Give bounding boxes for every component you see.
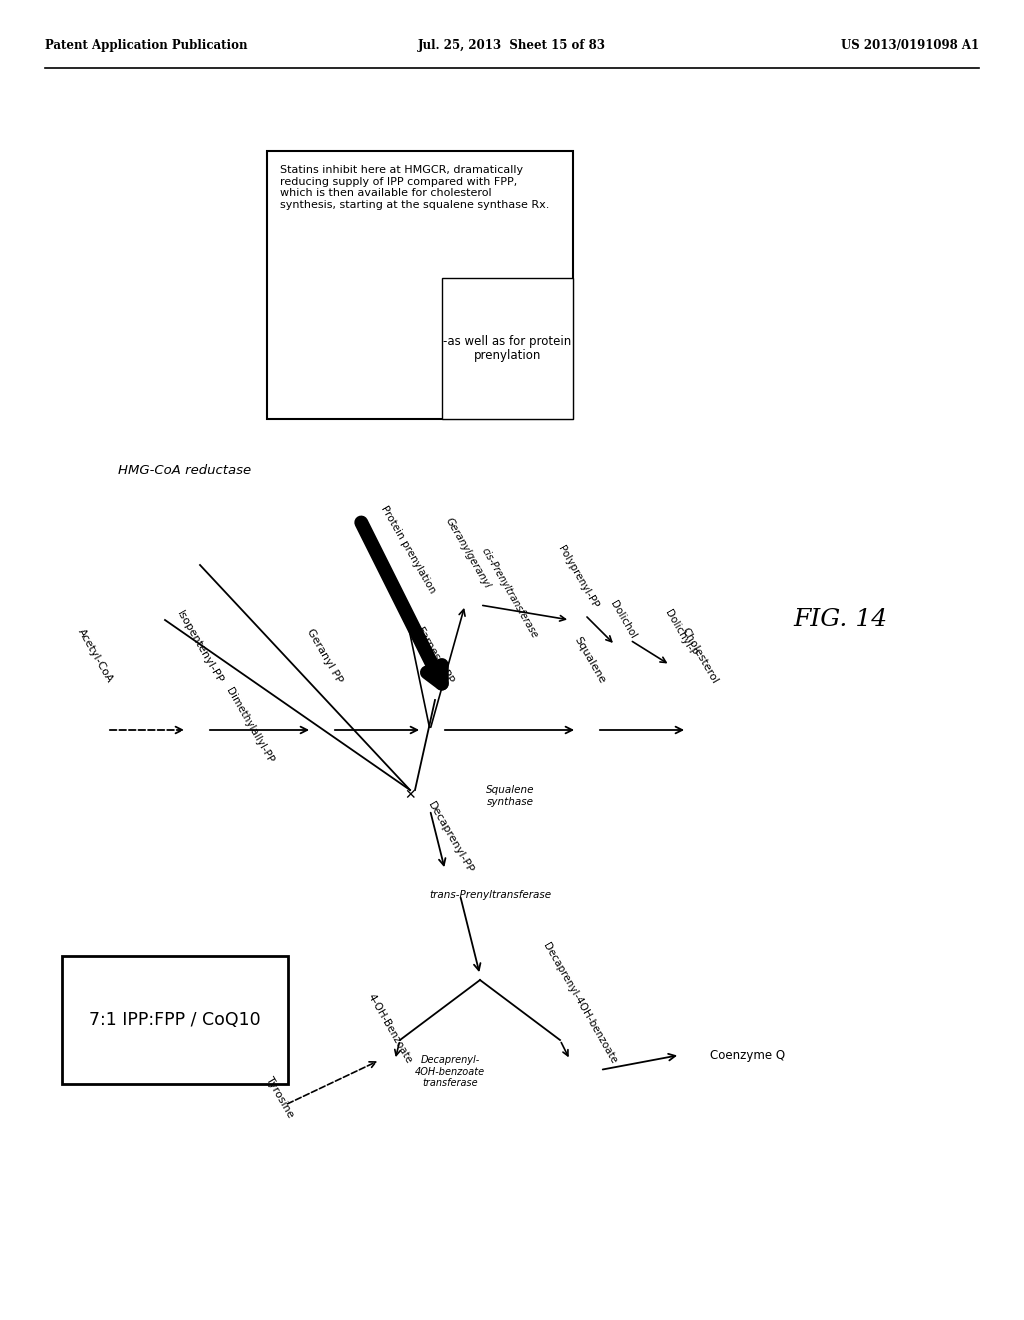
Text: -as well as for protein
prenylation: -as well as for protein prenylation <box>443 334 571 363</box>
Text: Decaprenyl-PP: Decaprenyl-PP <box>425 800 474 875</box>
Text: Patent Application Publication: Patent Application Publication <box>45 38 248 51</box>
Text: Squalene
synthase: Squalene synthase <box>485 785 535 807</box>
Text: Decaprenyl-4OH-benzoate: Decaprenyl-4OH-benzoate <box>542 941 618 1065</box>
Text: cis-Prenyltransferase: cis-Prenyltransferase <box>480 546 540 640</box>
Text: ✕: ✕ <box>404 788 416 803</box>
Text: FIG. 14: FIG. 14 <box>793 609 887 631</box>
Text: Dimethylallyl-PP: Dimethylallyl-PP <box>224 686 275 766</box>
Text: Decaprenyl-
4OH-benzoate
transferase: Decaprenyl- 4OH-benzoate transferase <box>415 1055 485 1088</box>
Text: Isopentenyl-PP: Isopentenyl-PP <box>175 609 225 685</box>
FancyBboxPatch shape <box>61 956 288 1084</box>
Text: trans-Prenyltransferase: trans-Prenyltransferase <box>429 890 551 900</box>
Text: HMG-CoA reductase: HMG-CoA reductase <box>119 463 252 477</box>
Text: Squalene: Squalene <box>572 635 607 685</box>
Text: 4-OH-Benzoate: 4-OH-Benzoate <box>366 991 414 1065</box>
Text: Acetyl-CoA: Acetyl-CoA <box>76 627 115 685</box>
Text: Statins inhibit here at HMGCR, dramatically
reducing supply of IPP compared with: Statins inhibit here at HMGCR, dramatica… <box>280 165 549 210</box>
FancyBboxPatch shape <box>442 279 573 418</box>
Text: Jul. 25, 2013  Sheet 15 of 83: Jul. 25, 2013 Sheet 15 of 83 <box>418 38 606 51</box>
Text: US 2013/0191098 A1: US 2013/0191098 A1 <box>841 38 979 51</box>
Text: Polyprenyl-PP: Polyprenyl-PP <box>556 544 600 610</box>
Text: Protein prenylation: Protein prenylation <box>379 504 437 595</box>
Text: Tyrosine: Tyrosine <box>264 1076 296 1119</box>
Text: Coenzyme Q: Coenzyme Q <box>710 1048 785 1061</box>
Text: Dolichol: Dolichol <box>608 598 638 640</box>
Text: 7:1 IPP:FPP / CoQ10: 7:1 IPP:FPP / CoQ10 <box>89 1011 261 1030</box>
FancyBboxPatch shape <box>267 150 573 418</box>
Text: Geranylgeranyl: Geranylgeranyl <box>443 516 493 590</box>
Text: Dolichyl-P: Dolichyl-P <box>663 609 697 657</box>
Text: Cholesterol: Cholesterol <box>680 626 720 685</box>
Text: Farnesyl PP: Farnesyl PP <box>415 626 455 685</box>
Text: Geranyl PP: Geranyl PP <box>305 627 344 685</box>
